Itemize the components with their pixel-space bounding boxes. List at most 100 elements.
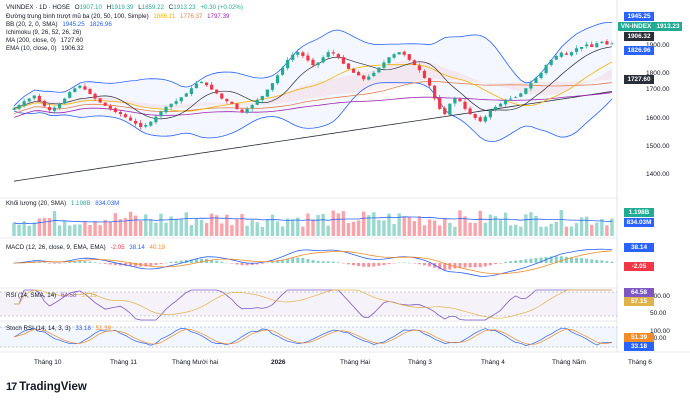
macd-hist-bar — [559, 256, 563, 263]
candle — [230, 101, 234, 104]
macd-hist-bar — [575, 257, 579, 263]
candle — [184, 93, 188, 97]
volume-bar — [382, 220, 386, 236]
indicator-value: 1906.32 — [61, 45, 84, 52]
macd-hist-bar — [382, 263, 386, 266]
indicator-value: 1886.11 — [153, 13, 176, 20]
tradingview-logo-icon: 17 — [6, 381, 17, 393]
volume-bar — [432, 220, 437, 236]
volume-bar — [590, 224, 594, 236]
macd-hist-bar — [463, 263, 467, 268]
volume-bar — [189, 225, 194, 236]
macd-hist-bar — [539, 257, 543, 263]
candle — [321, 57, 325, 63]
candle — [194, 83, 199, 89]
candle — [93, 93, 97, 99]
candle — [539, 72, 543, 79]
volume-bar — [498, 220, 503, 236]
volume-bar — [427, 219, 432, 236]
candle — [407, 54, 411, 60]
tradingview-logo[interactable]: 17 TradingView — [6, 381, 87, 393]
volume-bar — [108, 221, 112, 236]
indicator-label: Đường trung bình trượt mũ ba (20, 50, 10… — [6, 13, 149, 20]
stoch-pane[interactable] — [0, 326, 617, 348]
indicator-ema-legend[interactable]: EMA (10, close, 0) 1906.32 — [6, 45, 87, 53]
price-pane[interactable] — [12, 22, 614, 182]
volume-bar — [164, 222, 168, 236]
macd-hist-bar — [412, 263, 416, 264]
volume-bar — [225, 214, 229, 236]
volume-bar — [68, 225, 72, 236]
volume-ma-value: 834.03M — [95, 200, 120, 207]
indicator-bb-legend[interactable]: BB (20, 2, 0, SMA) 1945.25 1826.96 — [6, 21, 115, 29]
volume-bar — [579, 217, 584, 236]
indicator-ma-legend[interactable]: MA (200, close, 0) 1727.60 — [6, 37, 86, 45]
volume-bar — [265, 219, 270, 236]
volume-bar — [595, 222, 599, 236]
candle — [118, 112, 123, 115]
indicator-value: 1797.39 — [207, 13, 230, 20]
volume-bar — [306, 213, 310, 236]
volume-bar — [88, 224, 92, 236]
volume-bar — [230, 225, 234, 236]
bb-lower-tag: 1826.96 — [624, 46, 654, 55]
candle — [22, 101, 26, 106]
ichimoku-cloud — [14, 60, 612, 111]
stoch-legend[interactable]: Stoch RSI (14, 14, 3, 3) 33.18 51.39 — [6, 325, 114, 333]
macd-hist-bar — [346, 263, 350, 265]
volume-bar — [437, 225, 442, 236]
macd-legend[interactable]: MACD (12, 26, close, 9, EMA, EMA) -2.05 … — [6, 244, 168, 252]
candle — [68, 92, 72, 98]
indicator-tema-legend[interactable]: Đường trung bình trượt mũ ba (20, 50, 10… — [6, 13, 232, 21]
macd-hist-bar — [134, 263, 138, 267]
macd-hist-bar — [144, 263, 148, 267]
macd-hist-bar — [529, 258, 533, 263]
time-label: Tháng 11 — [110, 359, 137, 366]
time-label: 2026 — [271, 359, 286, 366]
indicator-value: 1776.37 — [180, 13, 203, 20]
volume-bar — [235, 219, 239, 236]
volume-bar — [539, 226, 543, 236]
macd-hist-bar — [189, 259, 193, 263]
macd-hist-bar — [468, 263, 472, 268]
macd-hist-bar — [610, 261, 614, 263]
candle — [514, 97, 518, 99]
macd-hist-bar — [488, 263, 492, 266]
candle — [154, 116, 158, 123]
macd-hist-bar — [301, 258, 305, 263]
stoch-tick: 100.00 — [650, 328, 670, 335]
rsi-pane[interactable] — [0, 289, 617, 321]
macd-hist-bar — [240, 263, 244, 266]
bb-lower-line — [13, 82, 613, 143]
macd-hist-bar — [291, 257, 295, 263]
macd-hist-bar — [352, 263, 356, 266]
symbol-name: VNINDEX · 1D · HOSE — [6, 4, 70, 11]
ema-tag: 1906.32 — [624, 32, 654, 41]
volume-pane[interactable] — [12, 210, 614, 236]
volume-bar — [144, 214, 148, 236]
candle — [412, 60, 416, 66]
candle — [488, 110, 492, 118]
candle — [351, 68, 356, 73]
volume-bar — [52, 210, 57, 236]
macd-label: MACD (12, 26, close, 9, EMA, EMA) — [6, 244, 106, 251]
macd-hist-bar — [154, 263, 158, 265]
volume-bar — [12, 222, 16, 236]
macd-hist-bar — [118, 263, 122, 266]
indicator-ichimoku-legend[interactable]: Ichimoku (9, 26, 52, 26, 26) — [6, 29, 84, 37]
candle — [280, 67, 285, 75]
candle — [427, 78, 432, 86]
macd-hist-bar — [428, 263, 432, 267]
candle — [524, 88, 528, 94]
candle — [554, 56, 558, 60]
macd-hist-bar — [174, 261, 178, 263]
volume-value: 1.198B — [70, 200, 91, 207]
volume-bar — [73, 224, 77, 236]
rsi-legend[interactable]: RSI (14, SMA, 14) 64.58 57.15 — [6, 292, 100, 300]
macd-pane[interactable] — [12, 248, 614, 277]
volume-bar — [27, 225, 31, 236]
candle — [534, 77, 538, 83]
low-label: L — [138, 4, 142, 11]
volume-legend[interactable]: Khối lượng (20, SMA) 1.198B 834.03M — [6, 200, 122, 208]
